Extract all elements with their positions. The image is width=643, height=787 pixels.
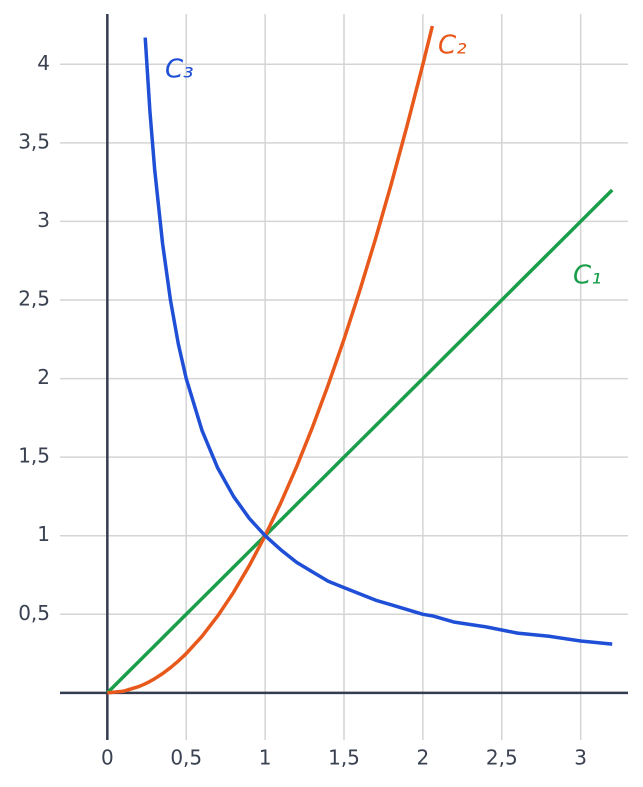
curve-label: C₂ [438, 31, 467, 61]
y-tick-label: 3,5 [18, 129, 50, 153]
y-tick-label: 1,5 [18, 444, 50, 468]
curve [107, 25, 435, 695]
curve [143, 37, 613, 646]
curve [106, 188, 614, 695]
y-tick-label: 2,5 [18, 287, 50, 311]
plot-area [106, 25, 614, 695]
y-tick-label: 0,5 [18, 601, 50, 625]
x-tick-label: 2 [417, 746, 430, 770]
axes [60, 14, 628, 740]
labels: 0,5 1 1,5 2 2,5 3 3,5 4 0 0,5 1 1,5 2 2,5 3 C₁ C₂ C₃ [18, 31, 601, 770]
x-tick-label: 0,5 [170, 746, 202, 770]
y-tick-label: 3 [37, 208, 50, 232]
y-tick-label: 1 [37, 522, 50, 546]
x-tick-label: 0 [101, 746, 114, 770]
curve-label: C₁ [573, 261, 602, 291]
x-tick-label: 1 [259, 746, 272, 770]
x-tick-label: 1,5 [328, 746, 360, 770]
x-tick-label: 2,5 [486, 746, 518, 770]
x-tick-label: 3 [574, 746, 587, 770]
grid [60, 14, 628, 740]
curve-label: C₃ [165, 55, 194, 85]
y-tick-label: 2 [37, 365, 50, 389]
y-tick-label: 4 [37, 51, 50, 75]
